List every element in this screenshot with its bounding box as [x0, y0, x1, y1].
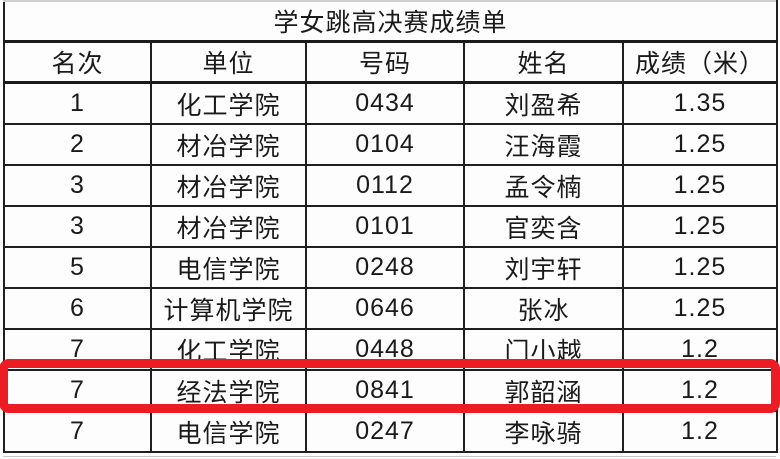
- number-cell: 0104: [305, 123, 465, 166]
- rank-cell: 3: [3, 164, 152, 207]
- number-cell: 0112: [305, 164, 465, 207]
- name-cell: 汪海霞: [463, 123, 624, 166]
- unit-cell: 材冶学院: [150, 205, 307, 248]
- table-row-highlighted: 7 经法学院 0841 郭韶涵 1.2: [3, 369, 778, 412]
- column-header-score: 成绩（米）: [622, 40, 778, 84]
- table-row: 7 电信学院 0247 李咏骑 1.2: [3, 410, 778, 453]
- number-cell: 0841: [305, 369, 465, 412]
- score-cell: 1.2: [622, 410, 778, 453]
- score-cell: 1.25: [622, 205, 778, 248]
- number-cell: 0434: [305, 81, 465, 125]
- score-cell: 1.25: [622, 164, 778, 207]
- table-title: 学女跳高决赛成绩单: [3, 0, 778, 43]
- number-cell: 0248: [305, 246, 465, 289]
- column-header-number: 号码: [305, 40, 465, 84]
- score-cell: 1.35: [622, 81, 778, 125]
- rank-cell: 2: [3, 123, 152, 166]
- rank-cell: 7: [3, 328, 152, 371]
- table-row: 2 材冶学院 0104 汪海霞 1.25: [3, 123, 778, 166]
- cutoff-row-border: [3, 456, 776, 457]
- rank-cell: 6: [3, 287, 152, 330]
- number-cell: 0646: [305, 287, 465, 330]
- rank-cell: 7: [3, 410, 152, 453]
- score-cell: 1.25: [622, 287, 778, 330]
- score-cell: 1.25: [622, 246, 778, 289]
- results-table: 学女跳高决赛成绩单 名次 单位 号码 姓名 成绩（米） 1 化工学院 0434 刘盈希…: [3, 0, 778, 453]
- name-cell: 郭韶涵: [463, 369, 624, 412]
- name-cell: 刘宇轩: [463, 246, 624, 289]
- column-header-unit: 单位: [150, 40, 307, 84]
- name-cell: 张冰: [463, 287, 624, 330]
- unit-cell: 计算机学院: [150, 287, 307, 330]
- name-cell: 门小越: [463, 328, 624, 371]
- rank-cell: 3: [3, 205, 152, 248]
- results-sheet: 学女跳高决赛成绩单 名次 单位 号码 姓名 成绩（米） 1 化工学院 0434 刘盈希…: [3, 0, 778, 453]
- number-cell: 0448: [305, 328, 465, 371]
- unit-cell: 材冶学院: [150, 123, 307, 166]
- rank-cell: 5: [3, 246, 152, 289]
- results-table-body: 1 化工学院 0434 刘盈希 1.35 2 材冶学院 0104 汪海霞 1.25 3 材冶学院 011…: [3, 81, 778, 453]
- column-header-rank: 名次: [3, 40, 152, 84]
- unit-cell: 经法学院: [150, 369, 307, 412]
- table-row: 3 材冶学院 0112 孟令楠 1.25: [3, 164, 778, 207]
- number-cell: 0247: [305, 410, 465, 453]
- table-row: 5 电信学院 0248 刘宇轩 1.25: [3, 246, 778, 289]
- unit-cell: 电信学院: [150, 410, 307, 453]
- number-cell: 0101: [305, 205, 465, 248]
- table-header-row: 名次 单位 号码 姓名 成绩（米）: [3, 40, 778, 84]
- score-cell: 1.2: [622, 328, 778, 371]
- table-row: 3 材冶学院 0101 官奕含 1.25: [3, 205, 778, 248]
- rank-cell: 1: [3, 81, 152, 125]
- column-header-name: 姓名: [463, 40, 624, 84]
- name-cell: 刘盈希: [463, 81, 624, 125]
- score-cell: 1.2: [622, 369, 778, 412]
- score-cell: 1.25: [622, 123, 778, 166]
- table-row: 6 计算机学院 0646 张冰 1.25: [3, 287, 778, 330]
- rank-cell: 7: [3, 369, 152, 412]
- name-cell: 李咏骑: [463, 410, 624, 453]
- name-cell: 孟令楠: [463, 164, 624, 207]
- table-title-row: 学女跳高决赛成绩单: [3, 0, 778, 43]
- unit-cell: 化工学院: [150, 81, 307, 125]
- name-cell: 官奕含: [463, 205, 624, 248]
- unit-cell: 电信学院: [150, 246, 307, 289]
- unit-cell: 化工学院: [150, 328, 307, 371]
- unit-cell: 材冶学院: [150, 164, 307, 207]
- table-row: 7 化工学院 0448 门小越 1.2: [3, 328, 778, 371]
- table-row: 1 化工学院 0434 刘盈希 1.35: [3, 81, 778, 125]
